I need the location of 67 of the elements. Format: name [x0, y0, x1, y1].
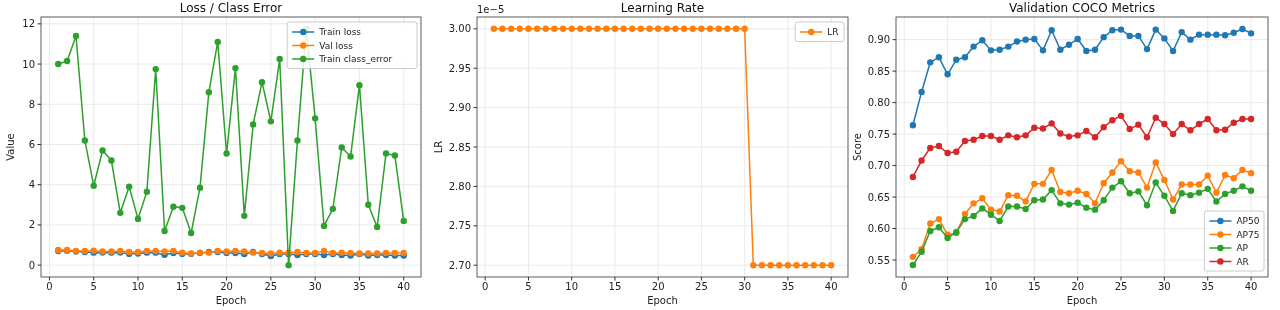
x-tick-label: 10 [565, 281, 579, 292]
y-tick-label: 2.80 [448, 180, 471, 192]
x-tick-label: 20 [651, 281, 665, 292]
x-tick-label: 5 [525, 281, 532, 292]
x-tick-label: 30 [738, 281, 752, 292]
x-tick-label: 25 [1114, 281, 1128, 292]
x-axis-title: Epoch [215, 295, 247, 306]
x-tick-label: 15 [175, 281, 189, 292]
x-tick-label: 10 [131, 281, 145, 292]
x-tick-label: 0 [482, 281, 489, 292]
legend-label: AP50 [1236, 216, 1260, 227]
x-tick-label: 0 [46, 281, 53, 292]
legend-label: AP [1236, 243, 1249, 254]
y-tick-label: 0.80 [867, 97, 890, 109]
y-tick-label: 4 [28, 179, 35, 191]
y-tick-label: 2.70 [448, 259, 471, 271]
y-tick-label: 0.90 [867, 34, 890, 46]
x-tick-label: 35 [781, 281, 795, 292]
x-tick-label: 40 [824, 281, 838, 292]
y-tick-label: 12 [22, 18, 35, 30]
x-tick-label: 30 [308, 281, 322, 292]
legend-label: Train loss [318, 27, 362, 38]
x-axis-title: Epoch [647, 295, 678, 306]
x-tick-label: 5 [944, 281, 951, 292]
x-tick-label: 25 [264, 281, 278, 292]
x-tick-label: 15 [1027, 281, 1041, 292]
x-tick-label: 35 [353, 281, 366, 292]
y-axis-title: LR [433, 140, 444, 154]
x-tick-label: 15 [608, 281, 622, 292]
y-tick-label: 2.95 [448, 62, 471, 74]
y-tick-label: 3.00 [448, 23, 471, 35]
y-tick-label: 2.90 [448, 102, 471, 114]
legend-label: AR [1236, 256, 1249, 267]
x-tick-label: 40 [1244, 281, 1258, 292]
y-tick-label: 2.85 [448, 141, 471, 153]
x-axis-title: Epoch [1066, 295, 1098, 306]
x-tick-label: 20 [1071, 281, 1085, 292]
y-tick-label: 10 [22, 58, 35, 70]
y-tick-label: 8 [28, 98, 35, 110]
legend-label: LR [827, 27, 839, 38]
y-axis-title: Value [5, 133, 16, 161]
y-tick-label: 0.55 [867, 254, 890, 266]
x-tick-label: 20 [220, 281, 233, 292]
y-tick-label: 0.60 [867, 223, 890, 235]
y-axis-title: Score [852, 132, 863, 162]
x-tick-label: 30 [1158, 281, 1171, 292]
x-tick-label: 0 [901, 281, 908, 292]
y-tick-label: 0.65 [867, 191, 890, 203]
chart-title: Learning Rate [620, 1, 705, 15]
chart-title: Validation COCO Metrics [1008, 1, 1156, 15]
y-tick-label: 0.75 [867, 128, 890, 140]
legend-label: AP75 [1236, 229, 1260, 240]
x-tick-label: 40 [397, 281, 411, 292]
x-tick-label: 35 [1201, 281, 1215, 292]
y-tick-label: 2 [28, 219, 35, 231]
legend-label: Val loss [319, 40, 354, 51]
x-tick-label: 10 [984, 281, 998, 292]
x-tick-label: 25 [695, 281, 708, 292]
y-tick-label: 2.75 [448, 220, 471, 232]
text: 1e−5 [477, 4, 505, 15]
y-tick-label: 0.85 [867, 65, 890, 77]
legend-label: Train class_error [318, 54, 393, 65]
x-tick-label: 5 [90, 281, 97, 292]
y-tick-label: 0.70 [867, 160, 890, 172]
chart-title: Loss / Class Error [179, 1, 283, 15]
y-tick-label: 0 [28, 259, 35, 271]
y-tick-label: 6 [28, 138, 35, 150]
